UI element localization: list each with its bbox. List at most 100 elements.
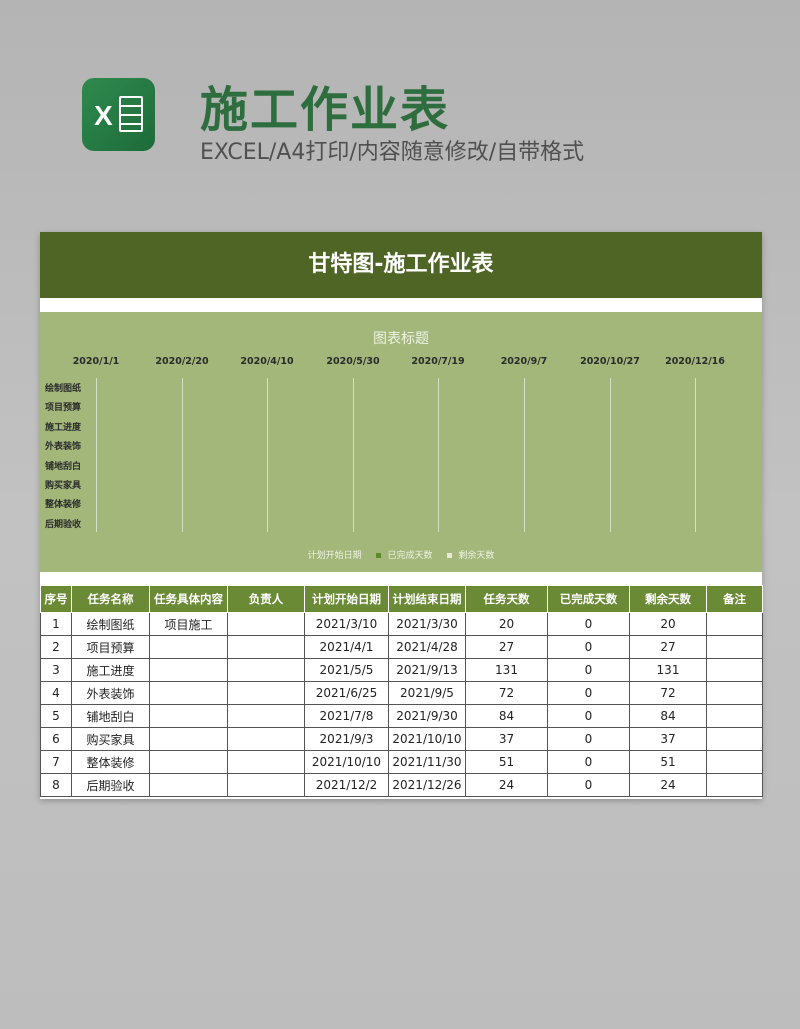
- table-cell[interactable]: [706, 704, 763, 728]
- table-cell[interactable]: [149, 635, 228, 659]
- table-cell[interactable]: 2021/4/28: [388, 635, 466, 659]
- table-cell[interactable]: [149, 681, 228, 705]
- table-cell[interactable]: 2021/9/30: [388, 704, 466, 728]
- table-cell[interactable]: 131: [465, 658, 548, 682]
- table-cell[interactable]: 0: [547, 635, 630, 659]
- table-cell[interactable]: 4: [40, 681, 72, 705]
- table-cell[interactable]: [706, 612, 763, 636]
- table-cell[interactable]: 0: [547, 704, 630, 728]
- table-cell[interactable]: 0: [547, 681, 630, 705]
- legend-label: 计划开始日期: [307, 551, 362, 561]
- table-cell[interactable]: 绘制图纸: [71, 612, 150, 636]
- table-cell[interactable]: 2021/7/8: [304, 704, 389, 728]
- table-cell[interactable]: [227, 704, 305, 728]
- table-cell[interactable]: 51: [629, 750, 707, 774]
- table-cell[interactable]: 7: [40, 750, 72, 774]
- spreadsheet-preview: 甘特图-施工作业表 图表标题 计划开始日期 已完成天数 剩余天数 2020/1/…: [40, 232, 763, 799]
- legend-label: 已完成天数: [387, 551, 433, 561]
- gantt-chart: 图表标题 计划开始日期 已完成天数 剩余天数 2020/1/1 2020/2/20…: [40, 312, 762, 572]
- table-cell[interactable]: 项目施工: [149, 612, 228, 636]
- table-row: 6 购买家具 2021/9/3 2021/10/10 37 0 37: [40, 727, 763, 751]
- table-cell[interactable]: 37: [629, 727, 707, 751]
- table-cell[interactable]: 外表装饰: [71, 681, 150, 705]
- table-cell[interactable]: 2021/12/2: [304, 773, 389, 797]
- table-cell[interactable]: 0: [547, 750, 630, 774]
- table-cell[interactable]: [706, 681, 763, 705]
- table-cell[interactable]: 1: [40, 612, 72, 636]
- table-cell[interactable]: 37: [465, 727, 548, 751]
- table-cell[interactable]: [706, 727, 763, 751]
- table-cell[interactable]: 2021/10/10: [388, 727, 466, 751]
- table-cell[interactable]: 2: [40, 635, 72, 659]
- gridline: [695, 378, 696, 532]
- table-cell[interactable]: 后期验收: [71, 773, 150, 797]
- table-cell[interactable]: [149, 704, 228, 728]
- table-cell[interactable]: 72: [629, 681, 707, 705]
- table-cell[interactable]: [227, 612, 305, 636]
- table-cell[interactable]: 8: [40, 773, 72, 797]
- table-cell[interactable]: 20: [465, 612, 548, 636]
- table-cell[interactable]: [227, 750, 305, 774]
- table-cell[interactable]: 0: [547, 773, 630, 797]
- table-cell[interactable]: 27: [629, 635, 707, 659]
- table-cell[interactable]: 0: [547, 658, 630, 682]
- page-title: 施工作业表: [200, 82, 451, 138]
- table-cell[interactable]: 2021/12/26: [388, 773, 466, 797]
- table-cell[interactable]: 2021/10/10: [304, 750, 389, 774]
- table-row: 3 施工进度 2021/5/5 2021/9/13 131 0 131: [40, 658, 763, 682]
- table-cell[interactable]: 2021/9/3: [304, 727, 389, 751]
- table-row: 7 整体装修 2021/10/10 2021/11/30 51 0 51: [40, 750, 763, 774]
- table-cell[interactable]: 84: [465, 704, 548, 728]
- table-cell[interactable]: [227, 773, 305, 797]
- table-cell[interactable]: 24: [629, 773, 707, 797]
- table-cell[interactable]: 购买家具: [71, 727, 150, 751]
- table-cell[interactable]: 0: [547, 727, 630, 751]
- table-cell[interactable]: 施工进度: [71, 658, 150, 682]
- table-cell[interactable]: 51: [465, 750, 548, 774]
- table-cell[interactable]: 3: [40, 658, 72, 682]
- x-tick-label: 2020/2/20: [155, 356, 209, 367]
- table-cell[interactable]: [706, 750, 763, 774]
- table-cell[interactable]: 2021/9/13: [388, 658, 466, 682]
- table-cell[interactable]: [227, 727, 305, 751]
- table-cell[interactable]: 24: [465, 773, 548, 797]
- table-cell[interactable]: 铺地刮白: [71, 704, 150, 728]
- table-cell[interactable]: 20: [629, 612, 707, 636]
- table-cell[interactable]: 整体装修: [71, 750, 150, 774]
- excel-icon: X: [82, 78, 155, 151]
- table-cell[interactable]: 27: [465, 635, 548, 659]
- table-cell[interactable]: 项目预算: [71, 635, 150, 659]
- legend-item: 计划开始日期: [304, 551, 366, 561]
- column-header: 已完成天数: [547, 585, 630, 613]
- column-header: 任务天数: [465, 585, 548, 613]
- table-cell[interactable]: [227, 658, 305, 682]
- sheet-grid-icon: [119, 96, 143, 132]
- table-cell[interactable]: 2021/3/30: [388, 612, 466, 636]
- table-cell[interactable]: 2021/4/1: [304, 635, 389, 659]
- table-cell[interactable]: [149, 727, 228, 751]
- table-cell[interactable]: 2021/6/25: [304, 681, 389, 705]
- table-cell[interactable]: 2021/5/5: [304, 658, 389, 682]
- table-cell[interactable]: 0: [547, 612, 630, 636]
- column-header: 计划结束日期: [388, 585, 466, 613]
- table-cell[interactable]: 2021/9/5: [388, 681, 466, 705]
- table-cell[interactable]: 2021/3/10: [304, 612, 389, 636]
- table-cell[interactable]: 2021/11/30: [388, 750, 466, 774]
- gridline: [524, 378, 525, 532]
- table-cell[interactable]: [149, 750, 228, 774]
- table-cell[interactable]: [227, 681, 305, 705]
- table-cell[interactable]: 131: [629, 658, 707, 682]
- table-cell[interactable]: 72: [465, 681, 548, 705]
- table-cell[interactable]: [149, 773, 228, 797]
- table-cell[interactable]: [706, 658, 763, 682]
- table-cell[interactable]: 84: [629, 704, 707, 728]
- table-cell[interactable]: [706, 773, 763, 797]
- table-cell[interactable]: 5: [40, 704, 72, 728]
- table-cell[interactable]: [149, 658, 228, 682]
- table-cell[interactable]: [706, 635, 763, 659]
- table-cell[interactable]: 6: [40, 727, 72, 751]
- table-cell[interactable]: [227, 635, 305, 659]
- legend-swatch: [376, 553, 382, 558]
- category-label: 铺地刮白: [45, 461, 82, 472]
- table-row: 1 绘制图纸 项目施工 2021/3/10 2021/3/30 20 0 20: [40, 612, 763, 636]
